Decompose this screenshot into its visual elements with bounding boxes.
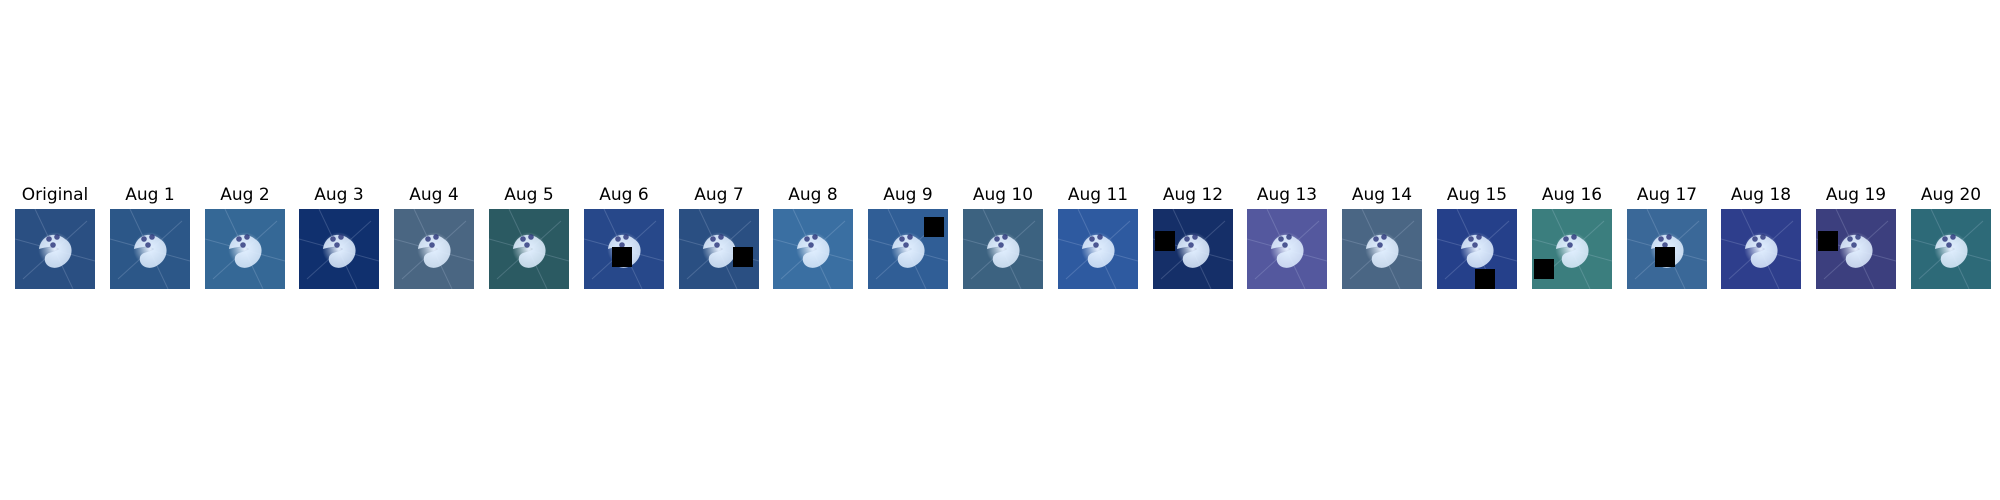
panel-title: Aug 5 [504, 185, 554, 205]
panel-title: Aug 18 [1730, 185, 1792, 205]
panel-title: Aug 8 [788, 185, 838, 205]
panel-title: Aug 16 [1541, 185, 1603, 205]
sample-image [1342, 209, 1422, 289]
sample-image [110, 209, 190, 289]
sample-image [1816, 209, 1896, 289]
cutout-mask [1655, 247, 1675, 267]
panel-title: Aug 3 [314, 185, 364, 205]
sample-image [1627, 209, 1707, 289]
sample-image [394, 209, 474, 289]
panel-title: Aug 6 [599, 185, 649, 205]
sample-image [1247, 209, 1327, 289]
panel-title: Aug 14 [1351, 185, 1413, 205]
sample-image [1153, 209, 1233, 289]
cutout-mask [924, 217, 944, 237]
panel-title: Aug 11 [1067, 185, 1129, 205]
panel-title: Aug 1 [125, 185, 175, 205]
panel-title: Aug 4 [409, 185, 459, 205]
cutout-mask [1818, 231, 1838, 251]
panel-title: Aug 19 [1825, 185, 1887, 205]
cutout-mask [1155, 231, 1175, 251]
sample-image [299, 209, 379, 289]
cutout-mask [1534, 259, 1554, 279]
sample-image [1532, 209, 1612, 289]
sample-image [868, 209, 948, 289]
cutout-mask [1475, 269, 1495, 289]
panel-title: Aug 17 [1636, 185, 1698, 205]
sample-image [1721, 209, 1801, 289]
panel-title: Aug 10 [972, 185, 1034, 205]
panel-title: Aug 7 [694, 185, 744, 205]
sample-image [679, 209, 759, 289]
panel-title: Aug 20 [1920, 185, 1982, 205]
panel-title: Aug 9 [883, 185, 933, 205]
sample-image [773, 209, 853, 289]
panel-title: Aug 13 [1256, 185, 1318, 205]
panel-title: Original [21, 185, 89, 205]
sample-image [1911, 209, 1991, 289]
cutout-mask [733, 247, 753, 267]
sample-image [1437, 209, 1517, 289]
sample-image [15, 209, 95, 289]
panel-title: Aug 12 [1162, 185, 1224, 205]
sample-image [584, 209, 664, 289]
sample-image [489, 209, 569, 289]
panel-title: Aug 2 [220, 185, 270, 205]
sample-image [205, 209, 285, 289]
sample-image [1058, 209, 1138, 289]
sample-image [963, 209, 1043, 289]
panel-title: Aug 15 [1446, 185, 1508, 205]
cutout-mask [612, 247, 632, 267]
